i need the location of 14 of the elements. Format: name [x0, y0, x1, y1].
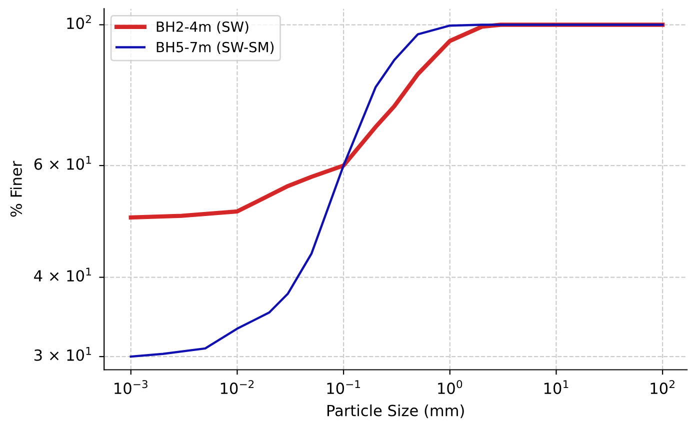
legend-label: BH2-4m (SW) [156, 21, 248, 34]
y-tick-label: 3 × 10$^{1}$ [34, 347, 91, 361]
x-tick-label: 10$^{−3}$ [114, 380, 148, 394]
x-tick-label: 10$^{1}$ [544, 380, 568, 394]
x-tick-label: 10$^{−1}$ [327, 380, 360, 394]
y-axis-title: % Finer [10, 160, 22, 217]
y-tick-label: 4 × 10$^{1}$ [34, 268, 91, 282]
y-tick-label: 10$^{2}$ [67, 15, 91, 30]
x-tick-label: 10$^{0}$ [438, 380, 462, 394]
x-tick-label: 10$^{2}$ [650, 380, 674, 394]
y-tick-label: 6 × 10$^{1}$ [34, 156, 91, 170]
x-tick-label: 10$^{−2}$ [220, 380, 254, 394]
legend-label: BH5-7m (SW-SM) [156, 42, 274, 54]
x-axis-title: Particle Size (mm) [327, 404, 464, 418]
